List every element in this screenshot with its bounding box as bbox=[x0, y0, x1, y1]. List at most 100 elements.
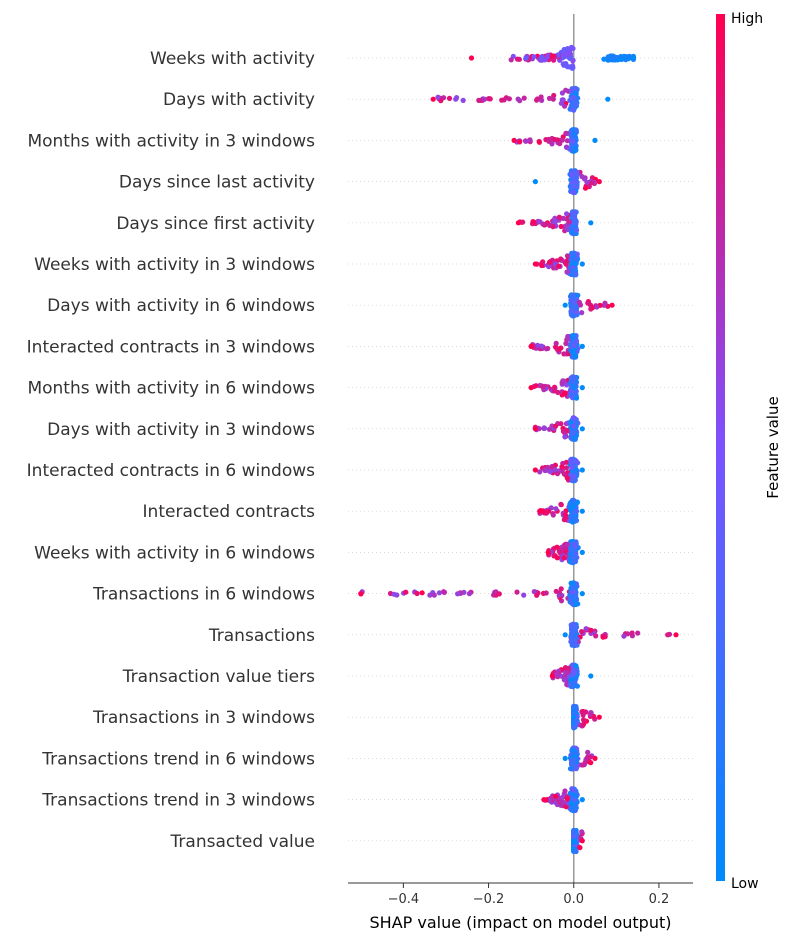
shap-point bbox=[517, 139, 523, 145]
shap-point bbox=[571, 214, 577, 220]
shap-point bbox=[572, 390, 579, 396]
shap-point bbox=[358, 591, 364, 597]
shap-point bbox=[480, 97, 486, 103]
shap-point bbox=[564, 226, 570, 233]
shap-point bbox=[553, 340, 559, 346]
shap-point bbox=[570, 305, 576, 312]
colorbar-title: Feature value bbox=[764, 396, 782, 498]
shap-point bbox=[560, 799, 566, 805]
shap-point bbox=[543, 590, 549, 596]
shap-point bbox=[514, 56, 521, 62]
feature-label: Interacted contracts in 6 windows bbox=[27, 461, 315, 481]
shap-point bbox=[570, 189, 577, 195]
shap-point bbox=[563, 340, 569, 347]
shap-point bbox=[673, 632, 679, 638]
shap-point bbox=[537, 508, 543, 514]
shap-point bbox=[588, 627, 594, 633]
shap-point bbox=[568, 419, 574, 425]
shap-point bbox=[581, 762, 587, 768]
shap-point bbox=[573, 551, 579, 557]
shap-point bbox=[579, 549, 585, 556]
shap-point bbox=[496, 591, 502, 597]
shap-point bbox=[553, 506, 559, 512]
feature-label: Days since last activity bbox=[119, 173, 315, 193]
shap-point bbox=[546, 259, 553, 265]
feature-label: Weeks with activity bbox=[150, 49, 315, 69]
shap-point bbox=[565, 269, 571, 275]
shap-point bbox=[600, 634, 606, 640]
shap-point bbox=[562, 632, 568, 638]
shap-point bbox=[514, 589, 520, 595]
shap-point bbox=[568, 593, 574, 600]
shap-point bbox=[570, 333, 577, 339]
shap-point bbox=[540, 259, 546, 265]
shap-point bbox=[579, 629, 585, 635]
shap-point bbox=[540, 384, 546, 390]
shap-point bbox=[571, 385, 577, 391]
shap-point bbox=[579, 797, 585, 803]
colorbar-high-label: High bbox=[731, 11, 763, 27]
shap-point bbox=[536, 139, 543, 145]
shap-point bbox=[573, 338, 580, 344]
shap-point bbox=[564, 211, 570, 217]
shap-point bbox=[556, 214, 563, 220]
shap-point bbox=[571, 682, 577, 688]
shap-point bbox=[570, 250, 577, 256]
shap-point bbox=[570, 504, 577, 510]
shap-point bbox=[574, 171, 580, 177]
shap-point bbox=[621, 633, 627, 639]
shap-point bbox=[562, 788, 568, 794]
shap-point bbox=[419, 590, 425, 596]
shap-point bbox=[569, 629, 575, 636]
shap-point bbox=[583, 626, 589, 632]
shap-point bbox=[570, 747, 577, 753]
shap-point bbox=[511, 137, 517, 143]
shap-point bbox=[532, 467, 539, 473]
shap-point bbox=[441, 589, 447, 595]
shap-point bbox=[547, 469, 554, 475]
shap-point bbox=[596, 179, 602, 185]
shap-point bbox=[572, 147, 578, 153]
shap-point bbox=[555, 389, 561, 395]
shap-point bbox=[430, 96, 436, 102]
feature-label: Weeks with activity in 6 windows bbox=[34, 543, 315, 563]
shap-point bbox=[571, 509, 577, 515]
shap-point bbox=[573, 309, 579, 315]
shap-point bbox=[572, 86, 578, 92]
shap-point bbox=[561, 61, 567, 67]
shap-point bbox=[569, 171, 575, 177]
shap-point bbox=[587, 711, 593, 718]
shap-point bbox=[579, 426, 585, 432]
feature-label: Transactions trend in 3 windows bbox=[41, 791, 315, 811]
shap-point bbox=[580, 717, 587, 723]
shap-point bbox=[545, 53, 551, 60]
shap-point bbox=[569, 518, 575, 524]
shap-point bbox=[528, 343, 534, 349]
shap-point bbox=[583, 709, 589, 715]
shap-point bbox=[562, 390, 568, 396]
shap-point bbox=[436, 590, 442, 596]
shap-point bbox=[564, 130, 570, 137]
shap-point bbox=[562, 755, 568, 762]
shap-point bbox=[564, 796, 571, 802]
shap-point bbox=[563, 261, 569, 267]
shap-point bbox=[561, 517, 567, 523]
shap-point bbox=[476, 97, 482, 103]
shap-point bbox=[572, 805, 579, 811]
shap-point bbox=[515, 220, 522, 226]
shap-point bbox=[570, 377, 576, 383]
shap-point bbox=[573, 848, 579, 855]
shap-point bbox=[592, 137, 598, 143]
shap-point bbox=[571, 294, 577, 300]
shap-point bbox=[571, 541, 577, 547]
shap-point bbox=[564, 138, 571, 144]
shap-point bbox=[570, 589, 576, 596]
shap-point bbox=[391, 591, 397, 597]
shap-point bbox=[567, 55, 573, 62]
shap-point bbox=[569, 184, 575, 190]
shap-point bbox=[567, 558, 574, 565]
shap-point bbox=[403, 589, 409, 595]
x-tick-label: −0.4 bbox=[388, 892, 420, 907]
shap-point bbox=[571, 107, 577, 113]
shap-point bbox=[582, 185, 589, 191]
